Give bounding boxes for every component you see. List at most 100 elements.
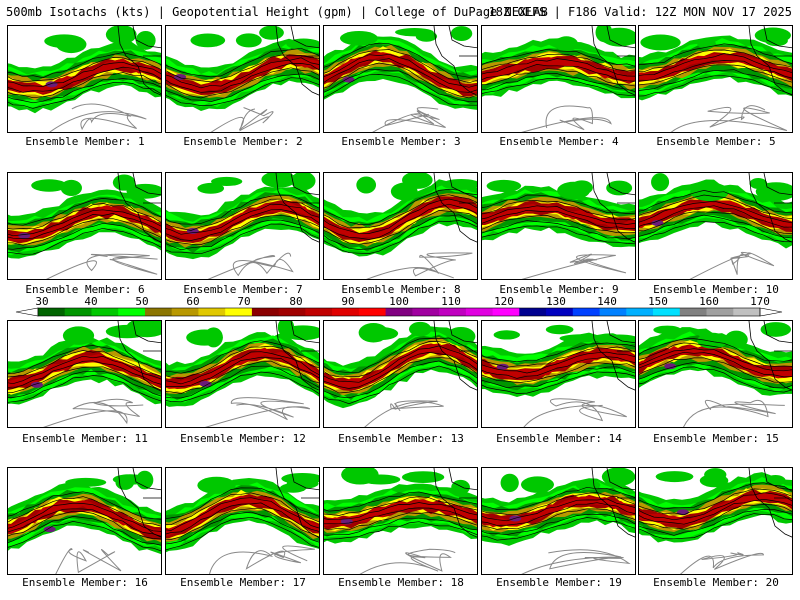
map-outline bbox=[117, 26, 161, 96]
height-contour bbox=[8, 227, 161, 255]
height-contour bbox=[482, 68, 635, 87]
colorbar-legend: 30 40 50 60 70 80 90 100 110 120 130 140 150 160 170 bbox=[0, 295, 800, 320]
height-contour bbox=[639, 64, 792, 86]
isotach-band bbox=[639, 198, 792, 233]
colorbar-swatch bbox=[653, 308, 681, 316]
ensemble-member-label: Ensemble Member: 19 bbox=[496, 576, 622, 589]
height-contour bbox=[166, 194, 319, 225]
ensemble-panel bbox=[481, 467, 636, 575]
height-contour bbox=[8, 81, 161, 109]
height-contour bbox=[482, 194, 635, 214]
height-contour bbox=[324, 491, 477, 512]
isotach-patch bbox=[135, 30, 156, 50]
colorbar-left-arrow bbox=[15, 307, 39, 317]
isotach-patch bbox=[62, 326, 95, 345]
height-contour bbox=[8, 66, 161, 93]
colorbar-swatch bbox=[465, 308, 494, 316]
isotach-patch bbox=[261, 173, 297, 188]
height-contour bbox=[482, 502, 635, 526]
isotach-patch bbox=[653, 325, 682, 335]
height-contour bbox=[8, 508, 161, 537]
isotach-map bbox=[324, 321, 477, 427]
isotach-map bbox=[8, 26, 161, 132]
ensemble-member-label: Ensemble Member: 13 bbox=[338, 432, 464, 445]
ensemble-panel bbox=[165, 320, 320, 428]
gray-contour bbox=[683, 399, 785, 427]
isotach-patch bbox=[277, 321, 295, 337]
colorbar-bar bbox=[15, 307, 783, 317]
colorbar-swatch bbox=[439, 308, 467, 316]
height-contour bbox=[639, 504, 792, 530]
height-contour bbox=[482, 356, 635, 379]
colorbar-swatch bbox=[91, 308, 119, 316]
jet-max bbox=[18, 232, 31, 239]
colorbar-swatch bbox=[198, 308, 226, 316]
height-contour bbox=[324, 214, 477, 250]
map-outline bbox=[117, 321, 161, 391]
header: 500mb Isotachs (kts) | Geopotential Heig… bbox=[0, 0, 800, 22]
jet-core bbox=[324, 52, 477, 95]
isotach-patch bbox=[749, 178, 768, 189]
map-outline bbox=[591, 26, 635, 96]
ensemble-member-label: Ensemble Member: 17 bbox=[180, 576, 306, 589]
jet-core bbox=[8, 354, 161, 388]
isotach-map bbox=[639, 26, 792, 132]
map-outline bbox=[433, 321, 477, 391]
colorbar-tick-label: 70 bbox=[237, 295, 251, 308]
gray-contour bbox=[210, 107, 274, 132]
isotach-patch bbox=[500, 473, 519, 493]
colorbar-swatch bbox=[145, 308, 173, 316]
height-contour bbox=[639, 43, 792, 65]
colorbar-swatch bbox=[546, 308, 574, 316]
isotach-patch bbox=[450, 26, 473, 42]
isotach-patch bbox=[56, 35, 87, 54]
isotach-patch bbox=[408, 321, 432, 337]
height-contour bbox=[166, 345, 319, 380]
height-contour bbox=[8, 360, 161, 389]
ensemble-member-label: Ensemble Member: 16 bbox=[22, 576, 148, 589]
colorbar-swatch bbox=[332, 308, 360, 316]
height-contour bbox=[482, 492, 635, 515]
isotach-patch bbox=[115, 475, 135, 490]
height-contour bbox=[166, 502, 319, 535]
colorbar-swatch bbox=[572, 308, 600, 316]
ensemble-member-label: Ensemble Member: 9 bbox=[499, 283, 619, 296]
gray-contour bbox=[359, 548, 456, 574]
ensemble-panel bbox=[323, 25, 478, 133]
height-contour bbox=[639, 194, 792, 220]
height-contour bbox=[324, 517, 477, 536]
isotach-patch bbox=[390, 182, 418, 201]
isotach-patch bbox=[575, 479, 601, 491]
height-contour bbox=[8, 57, 161, 83]
isotach-map bbox=[166, 173, 319, 279]
height-contour bbox=[166, 209, 319, 241]
height-contour bbox=[166, 360, 319, 394]
isotach-map bbox=[8, 468, 161, 574]
isotach-patch bbox=[545, 324, 574, 335]
height-contour bbox=[482, 64, 635, 82]
isotach-patch bbox=[554, 36, 578, 52]
isotach-band bbox=[324, 196, 477, 243]
gray-contour bbox=[521, 549, 631, 574]
height-contour bbox=[639, 60, 792, 82]
height-contour bbox=[639, 348, 792, 372]
isotach-patch bbox=[235, 33, 262, 48]
map-outline bbox=[433, 26, 477, 96]
height-contour bbox=[639, 342, 792, 367]
colorbar-swatch bbox=[225, 308, 253, 316]
colorbar-swatch bbox=[64, 308, 92, 316]
height-contour bbox=[482, 346, 635, 368]
isotach-map bbox=[8, 321, 161, 427]
map-outline bbox=[275, 26, 319, 96]
height-contour bbox=[166, 497, 319, 531]
height-contour bbox=[482, 205, 635, 225]
height-contour bbox=[324, 194, 477, 229]
colorbar-swatch bbox=[171, 308, 199, 316]
height-contour bbox=[324, 53, 477, 88]
map-outline bbox=[117, 173, 161, 243]
colorbar-swatch bbox=[679, 308, 707, 316]
ensemble-panel bbox=[481, 320, 636, 428]
ensemble-panel bbox=[638, 467, 793, 575]
height-contour bbox=[8, 218, 161, 246]
height-contour bbox=[166, 219, 319, 251]
